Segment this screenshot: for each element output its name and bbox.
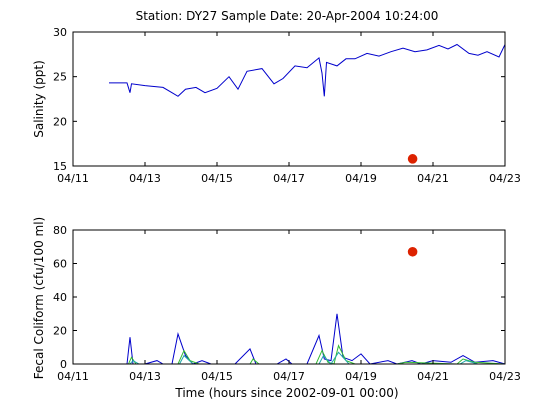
fecal-coliform-ylabel: Fecal Coliform (cfu/100 ml) <box>32 217 46 380</box>
y-tick-label: 25 <box>53 71 67 84</box>
x-tick-label: 04/13 <box>129 172 161 185</box>
sample-point <box>407 246 418 257</box>
series-line-2 <box>109 351 505 365</box>
x-tick-label: 04/17 <box>273 172 305 185</box>
y-tick-label: 0 <box>60 358 67 371</box>
x-tick-label: 04/15 <box>201 172 233 185</box>
axes-frame <box>72 229 506 365</box>
y-tick-label: 20 <box>53 115 67 128</box>
x-tick-label: 04/11 <box>57 172 89 185</box>
y-tick-label: 80 <box>53 224 67 237</box>
x-tick-label: 04/21 <box>417 370 449 383</box>
chart-title: Station: DY27 Sample Date: 20-Apr-2004 1… <box>136 9 439 23</box>
y-tick-label: 40 <box>53 291 67 304</box>
salinity-axes: Salinity (ppt) 04/11 04/13 04/15 04/17 04/19… <box>32 26 521 185</box>
x-tick-label: 04/11 <box>57 370 89 383</box>
series-line-1 <box>109 344 506 365</box>
y-tick-label: 20 <box>53 325 67 338</box>
x-tick-label: 04/21 <box>417 172 449 185</box>
y-tick-label: 30 <box>53 26 67 39</box>
y-tick-label: 15 <box>53 160 67 173</box>
x-tick-label: 04/15 <box>201 370 233 383</box>
x-tick-label: 04/19 <box>345 172 377 185</box>
fecal-coliform-axes: Fecal Coliform (cfu/100 ml) 04/11 04/13 04… <box>32 217 521 383</box>
sample-point <box>407 154 418 164</box>
x-tick-label: 04/17 <box>273 370 305 383</box>
axes-frame <box>72 31 506 167</box>
salinity-ylabel: Salinity (ppt) <box>32 60 46 138</box>
x-tick-label: 04/13 <box>129 370 161 383</box>
x-tick-label: 04/23 <box>489 172 521 185</box>
series-line-0 <box>109 313 506 365</box>
x-tick-label: 04/19 <box>345 370 377 383</box>
series-line-0 <box>109 43 506 97</box>
y-tick-label: 60 <box>53 258 67 271</box>
time-xlabel: Time (hours since 2002-09-01 00:00) <box>174 386 398 400</box>
x-tick-label: 04/23 <box>489 370 521 383</box>
